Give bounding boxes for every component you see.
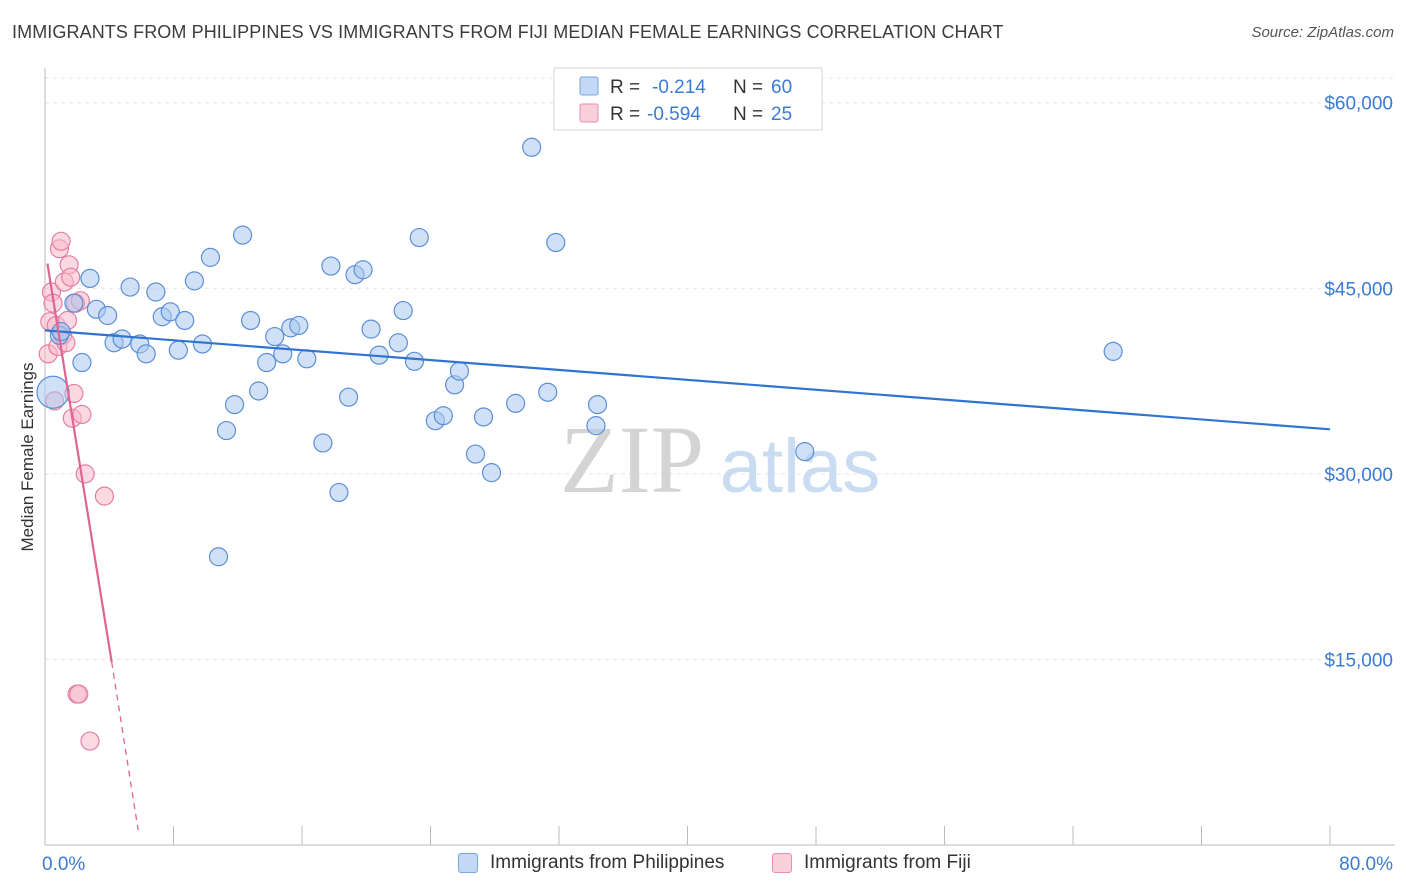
philippines-point <box>36 375 70 409</box>
philippines-point <box>184 271 204 291</box>
philippines-point <box>200 247 221 267</box>
philippines-point <box>98 305 118 326</box>
fiji-point <box>80 731 100 751</box>
stats-r-label-2: R = <box>610 104 640 125</box>
axis-layer: $15,000 $30,000 $45,000 $60,000 0.0% 80.0% <box>42 68 1395 875</box>
philippines-point <box>329 482 349 503</box>
chart-source: Source: ZipAtlas.com <box>1251 24 1394 41</box>
philippines-points <box>36 137 1123 567</box>
philippines-point <box>224 394 245 415</box>
philippines-point <box>249 381 269 401</box>
legend-label-philippines: Immigrants from Philippines <box>490 852 725 873</box>
philippines-point <box>136 344 156 364</box>
philippines-point <box>112 329 132 349</box>
legend-item-fiji: Immigrants from Fiji <box>772 852 971 874</box>
philippines-point <box>232 225 253 245</box>
philippines-point <box>538 382 558 402</box>
fiji-trend-extension <box>111 661 139 831</box>
trend-lines <box>44 263 1331 831</box>
philippines-point <box>257 352 277 373</box>
philippines-point <box>433 406 453 426</box>
philippines-point <box>404 351 425 371</box>
philippines-point <box>120 277 140 297</box>
philippines-point <box>546 232 566 253</box>
philippines-point <box>72 352 92 373</box>
grid-layer <box>45 77 1395 660</box>
watermark-zip: ZIP <box>560 406 704 513</box>
philippines-point <box>522 137 542 157</box>
stats-n-label-1: N = <box>733 77 763 98</box>
philippines-point <box>361 319 381 339</box>
philippines-point <box>80 268 100 289</box>
philippines-point <box>265 326 285 347</box>
philippines-point <box>241 310 261 331</box>
fiji-point <box>69 684 89 704</box>
stats-swatch-fiji <box>579 103 599 123</box>
philippines-point <box>64 293 84 313</box>
stats-r-value-1: -0.214 <box>652 77 706 98</box>
philippines-point <box>587 394 608 415</box>
y-tick-label: $15,000 <box>1324 650 1393 671</box>
y-tick-label: $60,000 <box>1324 94 1393 115</box>
philippines-point <box>586 416 606 436</box>
philippines-point <box>175 310 195 331</box>
philippines-trend-line <box>44 329 1331 431</box>
philippines-point <box>216 420 237 441</box>
y-axis-label: Median Female Earnings <box>18 363 37 552</box>
philippines-point <box>353 260 373 280</box>
chart-title: IMMIGRANTS FROM PHILIPPINES VS IMMIGRANT… <box>12 22 1004 42</box>
philippines-point <box>449 361 470 381</box>
x-tick-label: 0.0% <box>42 854 85 875</box>
watermark-atlas: atlas <box>720 424 881 509</box>
philippines-point <box>289 315 309 336</box>
y-tick-label: $45,000 <box>1324 279 1393 300</box>
stats-n-value-1: 60 <box>771 77 792 98</box>
philippines-point <box>1103 341 1123 361</box>
legend-swatch-philippines <box>458 853 478 873</box>
stats-r-label-1: R = <box>610 77 640 98</box>
fiji-point <box>72 404 92 425</box>
philippines-point <box>160 302 180 322</box>
philippines-point <box>465 444 486 464</box>
philippines-point <box>313 433 333 453</box>
philippines-point <box>393 300 413 321</box>
x-tick-label: 80.0% <box>1339 854 1393 875</box>
watermark: ZIP atlas <box>560 406 880 513</box>
philippines-point <box>473 407 494 427</box>
stats-r-value-2: -0.594 <box>647 104 701 125</box>
philippines-point <box>795 442 815 462</box>
philippines-point <box>146 282 166 302</box>
philippines-point <box>321 256 341 276</box>
fiji-trend-line <box>46 263 113 663</box>
stats-n-value-2: 25 <box>771 104 792 125</box>
philippines-point <box>338 387 359 407</box>
legend-label-fiji: Immigrants from Fiji <box>804 852 971 873</box>
legend-item-philippines: Immigrants from Philippines <box>458 852 724 874</box>
philippines-point <box>409 227 429 248</box>
legend-swatch-fiji <box>772 853 792 873</box>
philippines-point <box>208 547 229 567</box>
fiji-point <box>94 486 115 506</box>
fiji-point <box>75 464 95 484</box>
y-tick-label: $30,000 <box>1324 465 1393 486</box>
stats-legend-box: R = -0.214 N = 60 R = -0.594 N = 25 <box>553 67 823 131</box>
fiji-point <box>51 231 71 251</box>
philippines-point <box>388 333 408 353</box>
philippines-point <box>297 349 317 369</box>
philippines-point <box>168 340 188 360</box>
fiji-point <box>61 267 81 287</box>
philippines-point <box>481 463 502 483</box>
stats-box-frame <box>553 67 823 131</box>
stats-n-label-2: N = <box>733 104 763 125</box>
philippines-point <box>506 393 526 413</box>
stats-swatch-philippines <box>579 76 599 96</box>
